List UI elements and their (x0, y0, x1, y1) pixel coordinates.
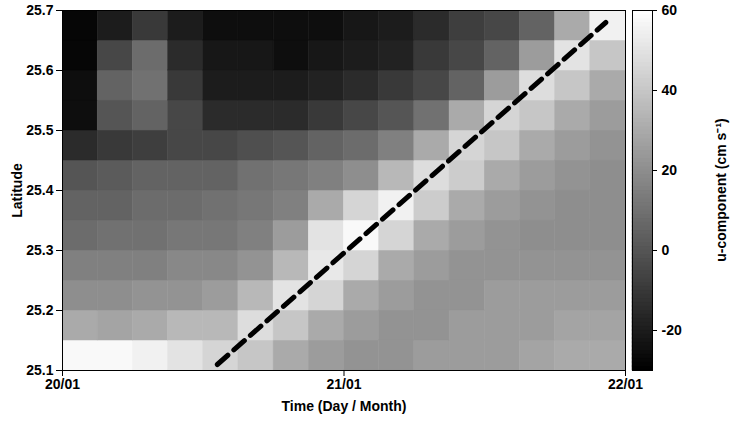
svg-text:-20: -20 (662, 322, 682, 338)
svg-text:25.3: 25.3 (26, 242, 53, 258)
svg-text:22/01: 22/01 (608, 376, 643, 392)
svg-text:40: 40 (662, 82, 678, 98)
svg-text:Time (Day / Month): Time (Day / Month) (282, 398, 407, 414)
svg-text:25.7: 25.7 (26, 2, 53, 18)
svg-text:25.5: 25.5 (26, 122, 53, 138)
svg-text:25.4: 25.4 (26, 182, 53, 198)
svg-text:25.2: 25.2 (26, 302, 53, 318)
html-text:u-component (cm s⁻¹): u-component (cm s⁻¹) (712, 118, 729, 262)
svg-text:25.1: 25.1 (26, 362, 54, 378)
svg-text:Latitude: Latitude (9, 163, 25, 218)
svg-text:0: 0 (662, 242, 670, 258)
svg-text:21/01: 21/01 (326, 376, 361, 392)
svg-text:25.6: 25.6 (26, 62, 53, 78)
svg-text:60: 60 (662, 2, 678, 18)
svg-text:20: 20 (662, 162, 678, 178)
svg-text:20/01: 20/01 (45, 376, 80, 392)
